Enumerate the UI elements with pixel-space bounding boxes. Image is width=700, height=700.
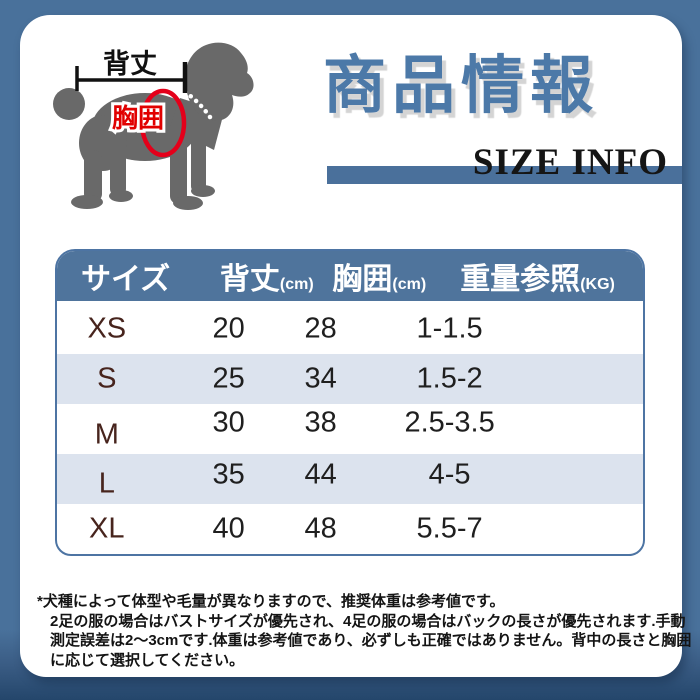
size-value: M xyxy=(94,418,119,451)
chest-value: 38 xyxy=(304,406,337,439)
back-length-measure-line xyxy=(75,62,188,93)
chest-value: 34 xyxy=(304,362,337,395)
column-header-weight: 重量参照(KG) xyxy=(460,263,615,296)
footnote-line: *犬種によって体型や毛量が異なりますので、推奨体重は参考値です。 xyxy=(37,593,505,610)
size-table-body: XS 20 28 1-1.5 S 25 34 1.5-2 M 30 38 2.5… xyxy=(57,304,643,554)
weight-value: 5.5-7 xyxy=(416,512,483,545)
table-row-xl: XL 40 48 5.5-7 xyxy=(57,504,643,554)
chest-girth-label: 胸囲 xyxy=(112,103,164,133)
size-value: L xyxy=(98,467,115,500)
page-title: 商品情報 xyxy=(323,51,599,121)
back-value: 35 xyxy=(212,458,245,491)
table-row-l: L 35 44 4-5 xyxy=(57,454,643,504)
chest-value: 48 xyxy=(304,512,337,545)
collar-dotted-line xyxy=(182,89,215,123)
back-value: 30 xyxy=(212,406,245,439)
table-row-m: M 30 38 2.5-3.5 xyxy=(57,404,643,454)
weight-value: 1-1.5 xyxy=(416,312,483,345)
footnote-line: に応じて選択してください。 xyxy=(50,651,245,669)
title-underline-bar xyxy=(327,166,682,184)
column-header-size: サイズ xyxy=(80,263,171,296)
back-value: 40 xyxy=(212,512,245,545)
weight-value: 1.5-2 xyxy=(416,362,483,395)
size-value: XL xyxy=(89,512,125,545)
chest-girth-ellipse xyxy=(139,88,187,158)
product-info-card: 背丈 胸囲 商品情報 SIZE INFO サイズ 背丈(cm) 胸囲(cm) 重… xyxy=(20,15,692,677)
footnote-line: 2足の服の場合はバストサイズが優先され、4足の服の場合はバックの長さが優先されま… xyxy=(50,612,686,630)
back-value: 25 xyxy=(212,362,245,395)
back-length-label: 背丈 xyxy=(103,49,157,79)
footnote: *犬種によって体型や毛量が異なりますので、推奨体重は参考値です。 2足の服の場合… xyxy=(37,592,692,670)
column-header-back-length: 背丈(cm) xyxy=(219,263,314,296)
footnote-line: 測定誤差は2〜3cmです.体重は参考値であり、必ずしも正確ではありません。背中の… xyxy=(50,632,692,650)
size-table: サイズ 背丈(cm) 胸囲(cm) 重量参照(KG) XS 20 28 1-1.… xyxy=(55,249,645,556)
weight-value: 2.5-3.5 xyxy=(404,406,495,439)
column-header-chest: 胸囲(cm) xyxy=(332,263,427,296)
table-row-xs: XS 20 28 1-1.5 xyxy=(57,304,643,354)
page-subtitle: SIZE INFO xyxy=(472,142,668,183)
weight-value: 4-5 xyxy=(428,458,471,491)
table-row-s: S 25 34 1.5-2 xyxy=(57,354,643,404)
chest-value: 28 xyxy=(304,312,337,345)
size-value: XS xyxy=(87,312,127,345)
back-value: 20 xyxy=(212,312,245,345)
dog-measurement-diagram: 背丈 胸囲 xyxy=(53,42,254,210)
size-table-header: サイズ 背丈(cm) 胸囲(cm) 重量参照(KG) xyxy=(57,251,643,304)
dog-silhouette xyxy=(53,42,254,210)
size-value: S xyxy=(97,362,117,395)
chest-value: 44 xyxy=(304,458,337,491)
